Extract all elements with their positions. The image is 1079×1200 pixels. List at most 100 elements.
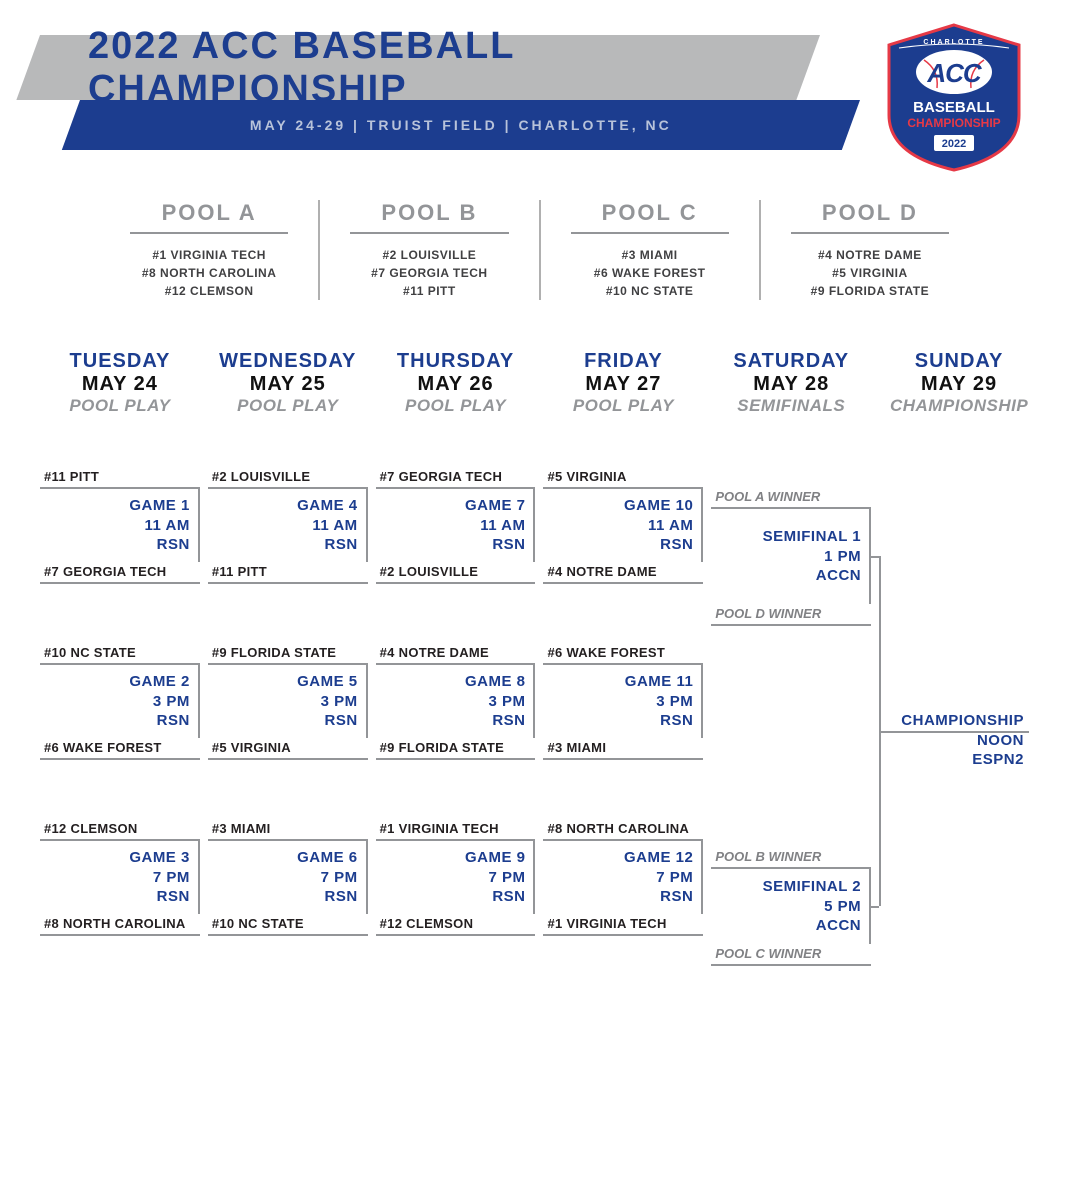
team-top: #11 PITT [40,466,200,489]
title-banner: 2022 ACC BASEBALL CHAMPIONSHIP [16,35,820,100]
team-top: #7 GEORGIA TECH [376,466,536,489]
header: 2022 ACC BASEBALL CHAMPIONSHIP MAY 24-29… [40,20,1039,160]
game-number: GAME 10 [624,496,693,516]
game-info: SEMIFINAL 11 PMACCN [763,527,862,586]
team-top: #3 MIAMI [208,818,368,841]
semifinal: POOL B WINNER SEMIFINAL 25 PMACCN POOL C W… [711,846,871,966]
semi-team-top: POOL A WINNER [711,486,871,509]
game-time: 5 PM [763,896,862,916]
acc-logo: CHARLOTTE ACC BASEBALL CHAMPIONSHIP 2022 [879,20,1029,175]
team-bottom: #5 VIRGINIA [208,737,368,760]
day-phase: POOL PLAY [376,396,536,416]
team-bottom: #10 NC STATE [208,913,368,936]
game-info: SEMIFINAL 25 PMACCN [763,877,862,936]
game: #5 VIRGINIAGAME 1011 AMRSN#4 NOTRE DAME [543,466,703,584]
day-header: THURSDAYMAY 26POOL PLAY [376,350,536,416]
game-network: ACCN [763,916,862,936]
game-number: CHAMPIONSHIP [901,711,1024,731]
day-header: WEDNESDAYMAY 25POOL PLAY [208,350,368,416]
game: #12 CLEMSONGAME 37 PMRSN#8 NORTH CAROLIN… [40,818,200,936]
pool-team: #9 FLORIDA STATE [771,282,969,300]
game-time: 3 PM [129,691,190,711]
day-header: FRIDAYMAY 27POOL PLAY [543,350,703,416]
svg-text:CHAMPIONSHIP: CHAMPIONSHIP [907,116,1000,130]
bracket-line [701,664,703,738]
svg-text:CHARLOTTE: CHARLOTTE [923,39,984,46]
semi-team-top: POOL B WINNER [711,846,871,869]
game-network: ESPN2 [901,750,1024,770]
game-network: RSN [129,711,190,731]
game-network: RSN [129,887,190,907]
col-wednesday: #2 LOUISVILLEGAME 411 AMRSN#11 PITT#9 FL… [208,466,368,936]
pool-team: #2 LOUISVILLE [330,246,528,264]
svg-text:ACC: ACC [926,58,983,88]
day-phase: CHAMPIONSHIP [879,396,1039,416]
day-header: SUNDAYMAY 29CHAMPIONSHIP [879,350,1039,416]
bracket-line [533,488,535,562]
game-number: GAME 3 [129,848,190,868]
game-time: 11 AM [297,515,358,535]
game-number: GAME 8 [465,672,526,692]
game-network: RSN [624,535,693,555]
bracket-line [198,664,200,738]
game-network: RSN [297,711,358,731]
championship-info: CHAMPIONSHIPNOONESPN2 [901,711,1024,770]
pool-team: #1 VIRGINIA TECH [110,246,308,264]
day-phase: POOL PLAY [40,396,200,416]
team-top: #4 NOTRE DAME [376,642,536,665]
team-bottom: #8 NORTH CAROLINA [40,913,200,936]
game-time: 11 AM [624,515,693,535]
day-date: MAY 24 [40,373,200,396]
game-info: GAME 53 PMRSN [297,672,358,731]
day-name: SATURDAY [711,350,871,373]
day-phase: POOL PLAY [208,396,368,416]
day-name: FRIDAY [543,350,703,373]
bracket-line [533,840,535,914]
game: #11 PITTGAME 111 AMRSN#7 GEORGIA TECH [40,466,200,584]
pool-team: #5 VIRGINIA [771,264,969,282]
team-top: #6 WAKE FOREST [543,642,703,665]
svg-text:2022: 2022 [942,138,966,150]
game-time: NOON [901,731,1024,751]
team-top: #8 NORTH CAROLINA [543,818,703,841]
game-time: 11 AM [129,515,190,535]
game: #6 WAKE FORESTGAME 113 PMRSN#3 MIAMI [543,642,703,760]
team-bottom: #4 NOTRE DAME [543,561,703,584]
subtitle-banner: MAY 24-29 | TRUIST FIELD | CHARLOTTE, NC [62,100,860,150]
day-date: MAY 27 [543,373,703,396]
svg-text:BASEBALL: BASEBALL [913,99,995,116]
game-time: 3 PM [297,691,358,711]
pool-team: #8 NORTH CAROLINA [110,264,308,282]
bracket-line [533,664,535,738]
game-number: GAME 2 [129,672,190,692]
game-info: GAME 127 PMRSN [624,848,693,907]
team-top: #1 VIRGINIA TECH [376,818,536,841]
bracket-line [701,488,703,562]
team-bottom: #3 MIAMI [543,737,703,760]
bracket-line [871,906,879,908]
game-number: GAME 9 [465,848,526,868]
game-number: SEMIFINAL 2 [763,877,862,897]
pool-title: POOL B [350,200,508,234]
pool-team: #6 WAKE FOREST [551,264,749,282]
bracket-line [366,488,368,562]
bracket-line [198,488,200,562]
days-row: TUESDAYMAY 24POOL PLAYWEDNESDAYMAY 25POO… [40,350,1039,416]
pool-team: #4 NOTRE DAME [771,246,969,264]
col-thursday: #7 GEORGIA TECHGAME 711 AMRSN#2 LOUISVIL… [376,466,536,936]
pool-title: POOL C [571,200,729,234]
pool-team: #3 MIAMI [551,246,749,264]
team-bottom: #1 VIRGINIA TECH [543,913,703,936]
game-number: GAME 4 [297,496,358,516]
semi-team-bottom: POOL C WINNER [711,943,871,966]
game: #8 NORTH CAROLINA GAME 127 PMRSN #1 VIRGIN… [543,818,703,936]
game-network: RSN [129,535,190,555]
day-phase: SEMIFINALS [711,396,871,416]
day-date: MAY 29 [879,373,1039,396]
game-number: GAME 6 [297,848,358,868]
game-info: GAME 37 PMRSN [129,848,190,907]
pool-team: #11 PITT [330,282,528,300]
day-phase: POOL PLAY [543,396,703,416]
game-time: 7 PM [129,867,190,887]
game-network: RSN [625,711,694,731]
